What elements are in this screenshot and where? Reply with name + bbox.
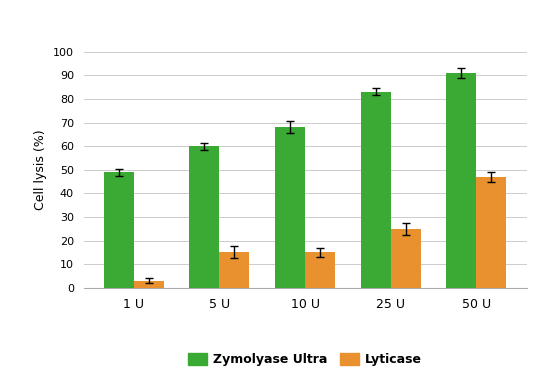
Bar <box>275 127 305 288</box>
Bar <box>219 252 249 288</box>
Legend: Zymolyase Ultra, Lyticase: Zymolyase Ultra, Lyticase <box>183 348 427 369</box>
Bar <box>447 73 476 288</box>
Bar <box>104 172 134 288</box>
Bar <box>391 229 421 288</box>
Bar <box>134 281 164 288</box>
Bar <box>361 92 391 288</box>
Bar <box>476 177 507 288</box>
Bar <box>190 146 219 288</box>
Bar <box>305 252 335 288</box>
Y-axis label: Cell lysis (%): Cell lysis (%) <box>35 130 48 210</box>
